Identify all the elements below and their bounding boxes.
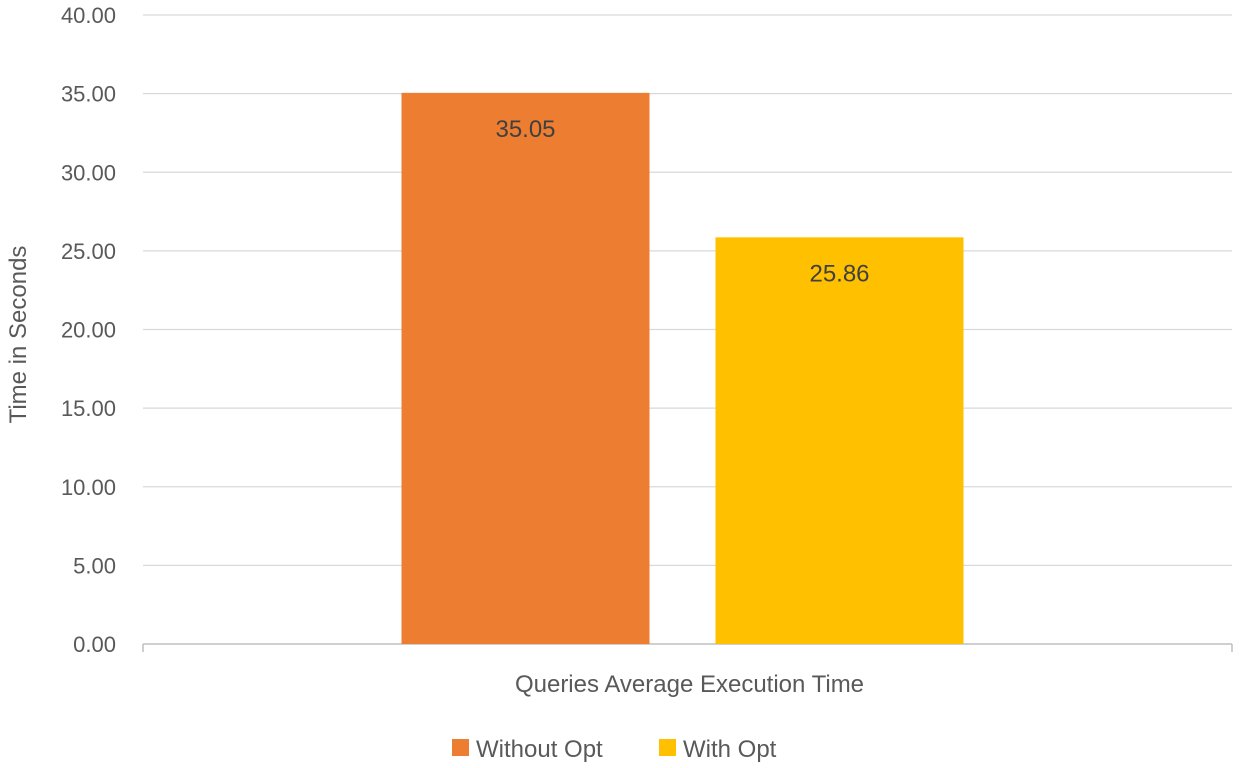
legend-item-without-opt: Without Opt bbox=[452, 736, 603, 763]
legend-item-with-opt: With Opt bbox=[659, 736, 777, 763]
y-tick-label: 35.00 bbox=[61, 82, 116, 107]
legend-swatch bbox=[452, 739, 469, 756]
bar-with-opt bbox=[715, 237, 964, 644]
y-tick-label: 40.00 bbox=[61, 3, 116, 28]
legend-label: With Opt bbox=[683, 736, 777, 763]
gridlines bbox=[142, 14, 1233, 652]
bars bbox=[401, 92, 964, 645]
legend: Without Opt With Opt bbox=[452, 736, 777, 763]
y-tick-label: 10.00 bbox=[61, 475, 116, 500]
y-tick-label: 20.00 bbox=[61, 318, 116, 343]
y-tick-label: 0.00 bbox=[73, 632, 116, 657]
y-tick-label: 15.00 bbox=[61, 396, 116, 421]
data-label: 35.05 bbox=[495, 116, 555, 143]
y-axis-ticks: 0.00 5.00 10.00 15.00 20.00 25.00 30.00 35.00 40… bbox=[61, 3, 116, 657]
y-tick-label: 25.00 bbox=[61, 239, 116, 264]
legend-label: Without Opt bbox=[476, 736, 603, 763]
y-tick-label: 30.00 bbox=[61, 160, 116, 185]
x-category-label: Queries Average Execution Time bbox=[515, 671, 864, 698]
data-label: 25.86 bbox=[809, 260, 869, 287]
y-axis-title: Time in Seconds bbox=[5, 246, 32, 424]
data-labels: 35.05 25.86 bbox=[495, 116, 869, 288]
y-tick-label: 5.00 bbox=[73, 553, 116, 578]
legend-swatch bbox=[659, 739, 676, 756]
bar-without-opt bbox=[401, 92, 650, 645]
